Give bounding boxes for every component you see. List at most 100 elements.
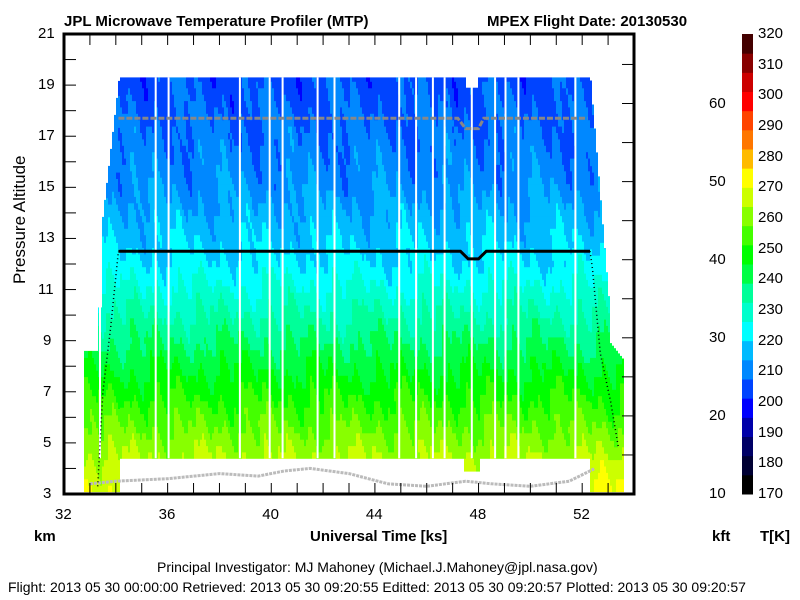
heatmap-cell — [252, 419, 254, 427]
heatmap-cell — [204, 241, 206, 248]
heatmap-cell — [146, 304, 148, 312]
heatmap-cell — [108, 408, 110, 416]
heatmap-cell — [116, 184, 118, 192]
heatmap-cell — [240, 164, 242, 172]
heatmap-cell — [228, 100, 230, 108]
heatmap-cell — [144, 253, 146, 261]
heatmap-cell — [170, 170, 172, 178]
heatmap-cell — [130, 349, 132, 357]
heatmap-cell — [110, 280, 112, 288]
heatmap-cell — [260, 241, 262, 248]
heatmap-cell — [120, 132, 122, 140]
heatmap-cell — [150, 362, 152, 370]
heatmap-cell — [200, 170, 202, 178]
heatmap-cell — [134, 432, 136, 440]
heatmap-cell — [228, 221, 230, 229]
heatmap-cell — [172, 426, 174, 434]
heatmap-cell — [164, 145, 166, 153]
heatmap-cell — [186, 375, 188, 383]
heatmap-cell — [212, 87, 214, 95]
heatmap-cell — [106, 248, 108, 256]
heatmap-cell — [114, 159, 116, 167]
heatmap-cell — [206, 343, 208, 351]
heatmap-cell — [218, 253, 220, 261]
heatmap-cell — [246, 343, 248, 351]
heatmap-cell — [90, 440, 92, 448]
heatmap-cell — [94, 453, 96, 461]
heatmap-cell — [84, 485, 86, 493]
heatmap-cell — [196, 330, 198, 338]
heatmap-cell — [120, 317, 122, 325]
heatmap-cell — [132, 126, 134, 133]
heatmap-cell — [128, 362, 130, 370]
heatmap-cell — [128, 292, 130, 300]
heatmap-cell — [228, 387, 230, 395]
heatmap-cell — [194, 432, 196, 440]
heatmap-cell — [178, 138, 180, 146]
heatmap-cell — [232, 298, 234, 306]
heatmap-cell — [178, 241, 180, 248]
heatmap-cell — [198, 292, 200, 300]
heatmap-cell — [120, 94, 122, 102]
heatmap-cell — [192, 272, 194, 280]
heatmap-cell — [130, 94, 132, 102]
heatmap-cell — [164, 94, 166, 102]
heatmap-cell — [254, 241, 256, 248]
heatmap-cell — [144, 164, 146, 172]
heatmap-cell — [146, 183, 148, 191]
heatmap-cell — [108, 433, 110, 441]
heatmap-cell — [200, 132, 202, 140]
heatmap-cell — [236, 407, 238, 415]
heatmap-cell — [192, 170, 194, 178]
heatmap-cell — [254, 106, 256, 114]
heatmap-cell — [102, 440, 104, 448]
heatmap-cell — [204, 253, 206, 261]
heatmap-cell — [136, 400, 138, 408]
heatmap-cell — [112, 287, 114, 294]
heatmap-cell — [146, 157, 148, 165]
heatmap-cell — [216, 400, 218, 408]
heatmap-cell — [158, 81, 160, 89]
heatmap-cell — [192, 81, 194, 89]
heatmap-cell — [106, 389, 108, 397]
heatmap-cell — [162, 183, 164, 191]
heatmap-cell — [212, 381, 214, 389]
heatmap-cell — [226, 177, 228, 185]
heatmap-cell — [142, 343, 144, 351]
heatmap-cell — [236, 349, 238, 357]
heatmap-cell — [256, 311, 258, 319]
heatmap-cell — [160, 77, 162, 82]
heatmap-cell — [164, 106, 166, 114]
heatmap-cell — [182, 317, 184, 325]
heatmap-cell — [178, 292, 180, 300]
heatmap-cell — [208, 196, 210, 204]
heatmap-cell — [94, 414, 96, 422]
heatmap-cell — [218, 189, 220, 197]
heatmap-cell — [172, 189, 174, 197]
heatmap-cell — [176, 196, 178, 204]
heatmap-cell — [240, 228, 242, 236]
heatmap-cell — [142, 81, 144, 89]
heatmap-cell — [182, 113, 184, 121]
heatmap-cell — [188, 336, 190, 344]
heatmap-cell — [202, 272, 204, 280]
heatmap-cell — [108, 229, 110, 237]
heatmap-cell — [210, 196, 212, 204]
heatmap-cell — [230, 241, 232, 248]
heatmap-cell — [102, 344, 104, 352]
heatmap-cell — [186, 336, 188, 344]
heatmap-cell — [134, 419, 136, 427]
heatmap-cell — [216, 164, 218, 172]
heatmap-cell — [120, 330, 122, 338]
heatmap-cell — [200, 394, 202, 402]
heatmap-cell — [120, 285, 122, 293]
heatmap-cell — [128, 106, 130, 114]
heatmap-cell — [198, 221, 200, 229]
heatmap-cell — [140, 432, 142, 440]
heatmap-cell — [170, 285, 172, 293]
heatmap-cell — [108, 223, 110, 231]
heatmap-cell — [236, 394, 238, 402]
heatmap-cell — [104, 440, 106, 448]
heatmap-cell — [262, 234, 264, 242]
heatmap-cell — [190, 439, 192, 447]
